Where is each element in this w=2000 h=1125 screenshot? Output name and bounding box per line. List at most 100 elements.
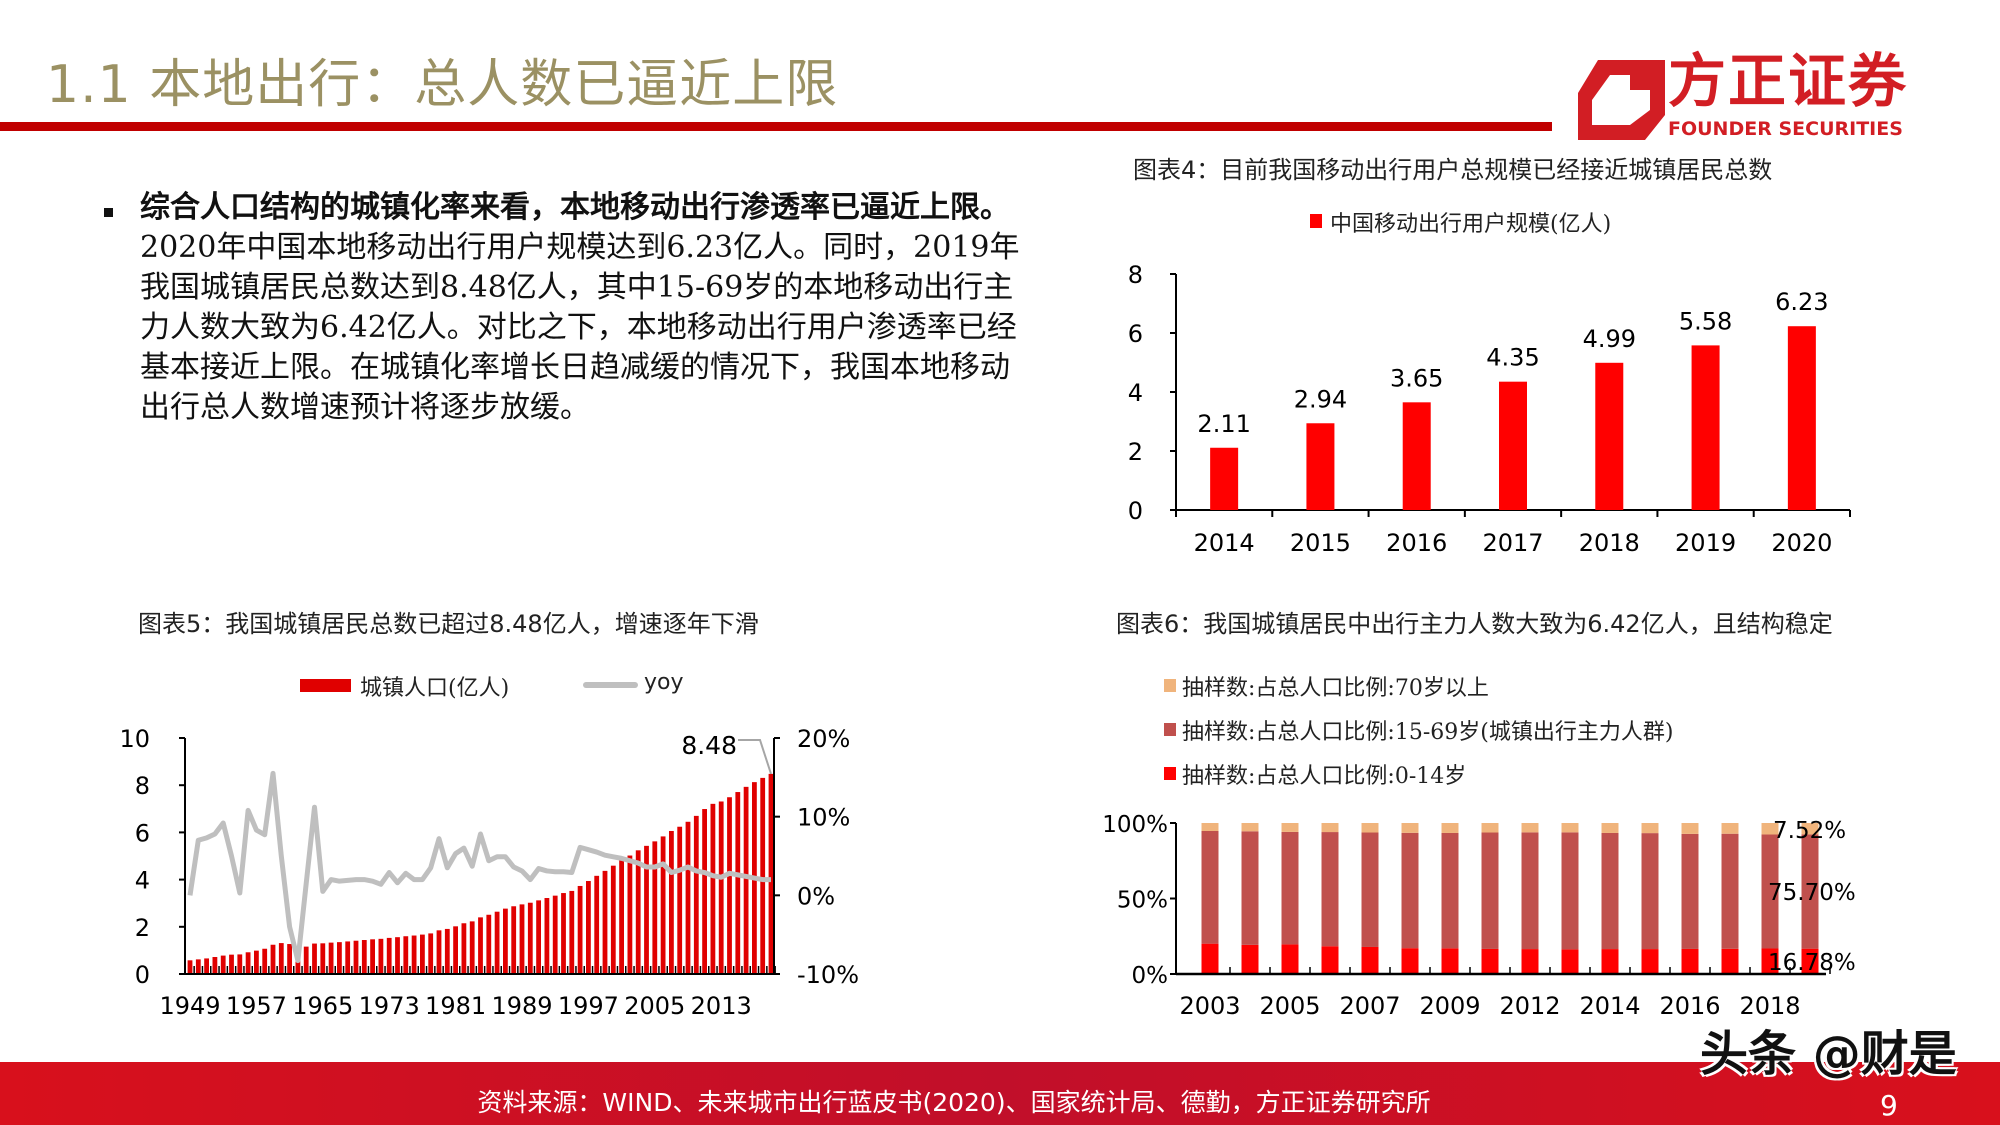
chart6-bar-segment — [1521, 823, 1539, 833]
chart5-right-tick-label: 20% — [797, 725, 850, 753]
chart5-bar — [187, 960, 193, 974]
chart6-bar-segment — [1561, 823, 1579, 833]
chart5-bar — [287, 944, 292, 974]
chart5-bar — [361, 940, 367, 974]
chart5-bar — [303, 946, 309, 974]
chart5-bar — [710, 803, 716, 974]
chart5-bar — [469, 921, 475, 974]
chart6-data-label-15-69: 75.70% — [1768, 880, 1856, 906]
chart5-bar — [461, 923, 467, 974]
chart6-bar-segment — [1241, 831, 1259, 945]
chart4-x-tick-label: 2020 — [1771, 529, 1832, 557]
chart5-bar — [652, 841, 658, 974]
chart6-bar-segment — [1801, 948, 1819, 974]
chart6-legend-label-0-14: 抽样数:占总人口比例:0-14岁 — [1182, 764, 1467, 789]
chart5-x-tick-label: 2005 — [624, 992, 685, 1020]
chart5-bar — [685, 821, 691, 974]
chart6-x-tick-label: 2012 — [1499, 992, 1560, 1020]
chart5-yoy-line — [187, 770, 771, 964]
chart6-bar-segment — [1281, 944, 1299, 974]
chart6-bar-segment — [1321, 823, 1339, 833]
chart5-bar — [478, 917, 483, 974]
chart5-bar — [411, 935, 417, 974]
chart5-bar — [544, 898, 550, 974]
chart6-bar-segment — [1481, 832, 1499, 949]
chart6-bar-segment — [1601, 949, 1619, 974]
chart5-bar — [635, 850, 641, 974]
page-title: 1.1 本地出行：总人数已逼近上限 — [46, 55, 839, 115]
chart4-y-tick-label: 2 — [1128, 438, 1143, 466]
chart6-bar-segment — [1721, 948, 1739, 974]
chart6-bar-segment — [1401, 832, 1419, 949]
chart5-bar — [577, 885, 583, 974]
chart6-y-tick-label: 100% — [1102, 812, 1168, 838]
chart6-bar-segment — [1521, 949, 1539, 974]
chart5-bar — [220, 955, 226, 974]
chart6-bar-segment — [1641, 823, 1659, 834]
chart4-y-tick-label: 6 — [1128, 320, 1143, 348]
chart6-x-tick-label: 2016 — [1659, 992, 1720, 1020]
chart5-bar — [627, 855, 633, 974]
chart5-right-tick-label: 10% — [797, 804, 850, 832]
chart5-bar — [195, 959, 201, 974]
chart6-bar-segment — [1201, 943, 1219, 974]
chart4-title: 图表4：目前我国移动出行用户总规模已经接近城镇居民总数 — [1133, 156, 1773, 184]
chart4-bar — [1691, 345, 1720, 510]
chart6-bar-segment — [1641, 833, 1659, 950]
chart5-right-tick-label: 0% — [797, 882, 835, 910]
chart4-bar — [1210, 447, 1239, 510]
chart6-bar-segment — [1441, 823, 1459, 833]
chart5-bar — [735, 792, 741, 974]
chart6-legend-label-70plus: 抽样数:占总人口比例:70岁以上 — [1182, 676, 1489, 701]
chart6-bar-segment — [1241, 823, 1259, 832]
chart6-bar-segment — [1401, 823, 1419, 833]
page-number: 9 — [1880, 1089, 1898, 1122]
chart5-title: 图表5：我国城镇居民总数已超过8.48亿人，增速逐年下滑 — [138, 610, 759, 638]
chart6-bar-segment — [1761, 834, 1779, 949]
chart6-bar-segment — [1761, 823, 1779, 835]
chart6-bar-segment — [1601, 823, 1619, 833]
chart6-bar-segment — [1561, 949, 1579, 974]
chart5-bar — [586, 881, 591, 974]
logo-text-cn: 方正证券 — [1668, 47, 1909, 115]
chart4-y-tick-label: 8 — [1128, 261, 1143, 289]
chart5-bar — [743, 786, 749, 974]
chart6-x-tick-label: 2003 — [1179, 992, 1240, 1020]
chart5-left-tick-label: 10 — [119, 725, 150, 753]
chart4-x-tick-label: 2018 — [1579, 529, 1640, 557]
chart6-data-label-0-14: 16.78% — [1768, 950, 1856, 976]
chart4-data-label: 4.35 — [1486, 344, 1539, 372]
chart5-bar — [594, 875, 600, 974]
chart5-legend-line-swatch — [583, 682, 638, 688]
chart5-right-tick-label: -10% — [797, 961, 859, 989]
bullet-body-text: 2020年中国本地移动出行用户规模达到6.23亿人。同时，2019年我国城镇居民… — [140, 230, 1020, 425]
footer-band — [0, 1062, 2000, 1125]
chart6-bar-segment — [1681, 833, 1699, 949]
chart4-legend-swatch — [1310, 214, 1322, 228]
chart4-data-label: 2.94 — [1294, 385, 1347, 413]
chart6-data-label-70plus: 7.52% — [1773, 818, 1846, 844]
chart6-x-tick-label: 2007 — [1339, 992, 1400, 1020]
chart5-bar — [453, 926, 458, 974]
chart5-x-tick-label: 1973 — [359, 992, 420, 1020]
bullet-icon — [104, 208, 113, 217]
chart6-bar-segment — [1321, 946, 1339, 974]
chart4-data-label: 4.99 — [1583, 325, 1636, 353]
chart5-bar — [561, 893, 566, 974]
chart6-bar-segment — [1801, 823, 1819, 835]
chart5-legend-line-label: yoy — [644, 670, 684, 695]
chart5-bar — [436, 930, 442, 974]
chart4-bar — [1499, 381, 1527, 510]
chart5-bar — [693, 815, 699, 974]
chart6-bar-segment — [1281, 823, 1299, 832]
chart6-x-tick-label: 2005 — [1259, 992, 1320, 1020]
chart6-bar-segment — [1241, 944, 1259, 974]
chart4-data-label: 5.58 — [1679, 307, 1732, 335]
chart5-x-tick-label: 2013 — [691, 992, 752, 1020]
chart5-bar — [519, 904, 525, 974]
chart4-data-label: 6.23 — [1775, 288, 1828, 316]
chart6-legend-swatch-70plus — [1164, 679, 1176, 692]
chart5-bar — [677, 826, 683, 974]
chart6-x-tick-label: 2014 — [1579, 992, 1640, 1020]
chart6-bar-segment — [1481, 823, 1499, 833]
